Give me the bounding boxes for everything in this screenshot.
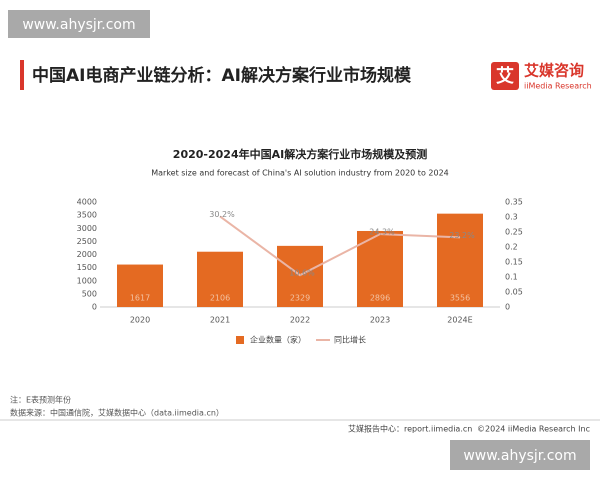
logo-mark: 艾 <box>496 65 514 87</box>
y2-tick-label: 0.35 <box>505 198 523 207</box>
footer-right: ©2024 iiMedia Research Inc <box>477 425 590 434</box>
note: 数据来源：中国通信院，艾媒数据中心（data.iimedia.cn） <box>10 408 224 418</box>
y-tick-label: 3500 <box>77 211 97 220</box>
brand: 艾媒咨询 <box>524 62 584 80</box>
y-tick-label: 4000 <box>77 198 97 207</box>
bar <box>357 230 403 307</box>
line-value-label: 30.2% <box>209 210 235 219</box>
line-value-label: 23.2% <box>449 231 475 240</box>
bar <box>437 213 483 307</box>
line-value-label: 24.3% <box>369 228 395 237</box>
brand-en: iiMedia Research <box>524 82 592 91</box>
watermark-box <box>8 10 150 38</box>
y-tick-label: 1000 <box>77 276 97 285</box>
chart-title: 2020-2024年中国AI解决方案行业市场规模及预测 <box>173 147 427 161</box>
logo-icon <box>491 62 519 90</box>
bar <box>117 264 163 307</box>
legend-label: 企业数量（家） <box>250 335 306 345</box>
growth-line <box>219 215 461 277</box>
title-accent <box>20 60 24 90</box>
bar-value-label: 2896 <box>370 294 390 303</box>
chart-subtitle: Market size and forecast of China's AI s… <box>151 169 449 178</box>
watermark-box <box>450 440 590 470</box>
page-title: 中国AI电商产业链分析：AI解决方案行业市场规模 <box>32 65 412 86</box>
bar <box>197 251 243 307</box>
y-tick-label: 0 <box>92 303 97 312</box>
x-tick-label: 2023 <box>370 316 390 325</box>
y2-tick-label: 0.2 <box>505 243 518 252</box>
y-tick-label: 500 <box>82 289 97 298</box>
legend-label: 同比增长 <box>334 335 366 345</box>
y-tick-label: 2500 <box>77 237 97 246</box>
y2-tick-label: 0.15 <box>505 258 523 267</box>
footer-left: 艾媒报告中心：report.iimedia.cn <box>348 424 472 434</box>
watermark: www.ahysjr.com <box>463 448 576 464</box>
y2-tick-label: 0.05 <box>505 288 523 297</box>
bar-value-label: 1617 <box>130 294 150 303</box>
x-tick-label: 2020 <box>130 316 150 325</box>
bar-value-label: 2106 <box>210 294 230 303</box>
y-tick-label: 3000 <box>77 224 97 233</box>
y2-tick-label: 0.25 <box>505 228 523 237</box>
y2-tick-label: 0.1 <box>505 273 518 282</box>
note: 注：E表预测年份 <box>10 395 71 405</box>
bar-value-label: 3556 <box>450 294 470 303</box>
x-tick-label: 2021 <box>210 316 230 325</box>
y-tick-label: 1500 <box>77 263 97 272</box>
y-tick-label: 2000 <box>77 250 97 259</box>
y2-tick-label: 0.3 <box>505 213 518 222</box>
line-value-label: 10.6% <box>289 269 315 278</box>
y2-tick-label: 0 <box>505 303 510 312</box>
watermark: www.ahysjr.com <box>22 17 135 33</box>
legend-swatch <box>236 336 244 344</box>
x-tick-label: 2024E <box>447 316 472 325</box>
x-tick-label: 2022 <box>290 316 310 325</box>
bar-value-label: 2329 <box>290 294 310 303</box>
bar <box>277 245 323 307</box>
